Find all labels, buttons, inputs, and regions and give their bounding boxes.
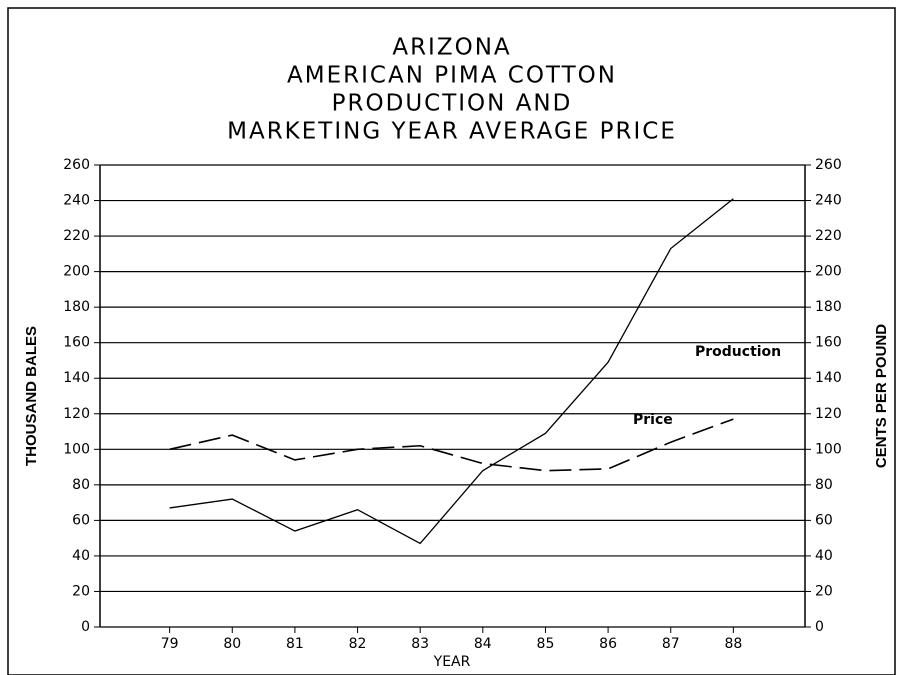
- y2-tick-label: 180: [815, 299, 842, 315]
- frame: [7, 7, 896, 675]
- x-tick-label: 85: [537, 636, 555, 652]
- y2-tick-label: 100: [815, 441, 842, 457]
- x-tick-label: 82: [349, 636, 367, 652]
- y-tick-label: 120: [63, 406, 90, 422]
- y-tick-label: 80: [72, 477, 90, 493]
- x-tick-label: 87: [662, 636, 680, 652]
- y2-tick-label: 60: [815, 512, 833, 528]
- y2-tick-label: 160: [815, 335, 842, 351]
- series-label: Production: [695, 344, 781, 360]
- y-tick-label: 20: [72, 583, 90, 599]
- y2-tick-label: 120: [815, 406, 842, 422]
- chart-title: ARIZONA: [392, 35, 511, 61]
- y2-tick-label: 220: [815, 228, 842, 244]
- y-tick-label: 100: [63, 441, 90, 457]
- y2-tick-label: 260: [815, 157, 842, 173]
- y-tick-label: 60: [72, 512, 90, 528]
- y-tick-label: 220: [63, 228, 90, 244]
- y2-tick-label: 20: [815, 583, 833, 599]
- x-tick-label: 81: [286, 636, 304, 652]
- series-line: [169, 198, 734, 545]
- y2-tick-label: 200: [815, 264, 842, 280]
- y-tick-label: 160: [63, 335, 90, 351]
- x-tick-label: 84: [474, 636, 492, 652]
- series-label: Price: [633, 412, 673, 428]
- y2-tick-label: 80: [815, 477, 833, 493]
- y2-tick-label: 240: [815, 193, 842, 209]
- series-line: [169, 418, 734, 472]
- x-tick-label: 80: [223, 636, 241, 652]
- chart-title: MARKETING YEAR AVERAGE PRICE: [227, 119, 677, 145]
- y-tick-label: 180: [63, 299, 90, 315]
- y2-axis-title: CENTS PER POUND: [873, 324, 890, 468]
- y2-tick-label: 40: [815, 548, 833, 564]
- chart-title: AMERICAN PIMA COTTON: [287, 63, 617, 89]
- x-tick-label: 83: [411, 636, 429, 652]
- x-tick-label: 88: [724, 636, 742, 652]
- y2-tick-label: 0: [815, 619, 824, 635]
- y-tick-label: 0: [81, 619, 90, 635]
- y-tick-label: 260: [63, 157, 90, 173]
- x-tick-label: 86: [599, 636, 617, 652]
- chart-title: PRODUCTION AND: [332, 91, 573, 117]
- y-tick-label: 140: [63, 370, 90, 386]
- x-tick-label: 79: [161, 636, 179, 652]
- y2-tick-label: 140: [815, 370, 842, 386]
- y-tick-label: 200: [63, 264, 90, 280]
- y-tick-label: 40: [72, 548, 90, 564]
- y-axis-title: THOUSAND BALES: [23, 326, 40, 466]
- x-axis-title: YEAR: [433, 654, 471, 670]
- y-tick-label: 240: [63, 193, 90, 209]
